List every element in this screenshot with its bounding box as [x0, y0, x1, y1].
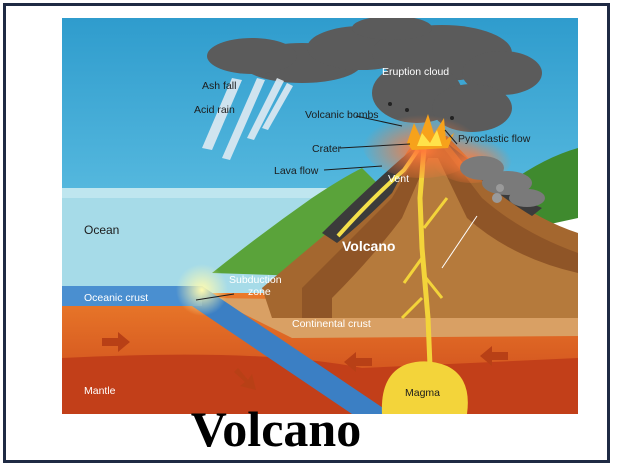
arrow-left-1: [344, 352, 372, 372]
magma-chamber: [381, 361, 468, 414]
vent-conduit: [417, 147, 433, 367]
flow-arrows: [102, 332, 508, 390]
subduction-glow: [176, 264, 228, 316]
arrow-right: [102, 332, 130, 352]
label-oceanic-crust: Oceanic crust: [84, 292, 148, 304]
label-continental-crust: Continental crust: [292, 318, 371, 330]
label-crater: Crater: [312, 143, 342, 155]
label-volcanic-bombs: Volcanic bombs: [305, 109, 379, 121]
arrow-diag: [234, 368, 256, 390]
pyroclastic-smoke: [460, 156, 545, 207]
oceanic-crust: [62, 286, 392, 414]
figure-caption: Volcano: [190, 401, 362, 457]
volcano-diagram: Eruption cloud Ash fall Acid rain Volcan…: [62, 18, 578, 414]
label-subduction-zone-2: zone: [248, 286, 271, 298]
label-subduction-zone-1: Subduction: [229, 274, 282, 286]
ash-fall-streaks: [202, 78, 293, 160]
oceanic-crust-band: [62, 286, 202, 306]
label-mantle: Mantle: [84, 385, 116, 397]
label-vent: Vent: [388, 173, 409, 185]
label-acid-rain: Acid rain: [194, 104, 235, 116]
eruption-burst: [407, 114, 454, 150]
label-volcano: Volcano: [342, 238, 395, 254]
label-eruption-cloud: Eruption cloud: [382, 66, 449, 78]
arrow-left-2: [480, 346, 508, 366]
label-pyroclastic-flow: Pyroclastic flow: [458, 133, 531, 145]
label-ash-fall: Ash fall: [202, 80, 236, 92]
figure-frame: Eruption cloud Ash fall Acid rain Volcan…: [3, 3, 610, 463]
label-magma: Magma: [405, 387, 440, 399]
label-lava-flow: Lava flow: [274, 165, 319, 177]
label-ocean: Ocean: [84, 223, 119, 237]
